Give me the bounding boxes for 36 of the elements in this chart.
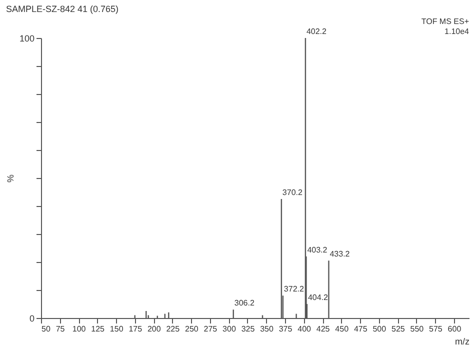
annotation: 402.2 (306, 27, 328, 36)
x-tick-label: 575 (429, 324, 443, 334)
x-tick-label: 425 (316, 324, 330, 334)
annotation: 433.2 (330, 250, 350, 259)
y-axis-title: % (5, 174, 16, 183)
x-tick-label: 550 (410, 324, 424, 334)
x-tick-label: 225 (166, 324, 180, 334)
text: 1.10e4 (444, 27, 470, 36)
x-tick-label: 450 (335, 324, 350, 334)
annotation: 370.2 (282, 188, 303, 197)
annotation: 306.2 (234, 298, 255, 308)
x-tick-label: 375 (278, 324, 293, 334)
annotation: 372.2 (284, 284, 305, 294)
annotation: 404.2 (308, 293, 329, 302)
x-tick-label: 525 (391, 324, 406, 334)
chart-title: SAMPLE-SZ-842 41 (0.765) (6, 4, 119, 14)
x-tick-label: 350 (260, 324, 274, 334)
x-tick-label: 75 (56, 324, 66, 334)
x-tick-label: 475 (354, 324, 368, 334)
annotation: 403.2 (307, 245, 328, 254)
x-tick-label: 175 (128, 324, 143, 334)
x-tick-label: 125 (91, 324, 106, 334)
y-tick-label: 0 (29, 314, 34, 324)
x-tick-label: 100 (72, 324, 86, 334)
text: TOF MS ES+ (421, 17, 470, 26)
x-tick-label: 325 (241, 324, 256, 334)
x-tick-label: 500 (372, 324, 387, 334)
x-tick-label: 50 (42, 324, 51, 334)
x-axis-title: m/z (455, 336, 470, 346)
x-tick-label: 200 (147, 324, 162, 334)
x-tick-label: 300 (222, 324, 236, 334)
x-tick-label: 600 (448, 324, 462, 334)
x-tick-label: 150 (110, 324, 124, 334)
x-tick-label: 275 (204, 324, 218, 334)
x-tick-label: 400 (298, 324, 312, 334)
x-tick-label: 250 (184, 324, 199, 334)
